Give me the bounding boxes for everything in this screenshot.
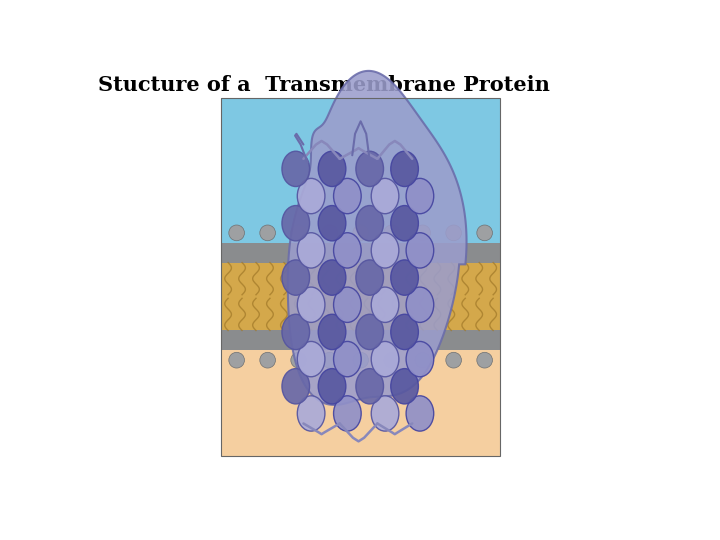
Ellipse shape — [356, 206, 384, 241]
Ellipse shape — [260, 225, 276, 241]
Ellipse shape — [391, 260, 418, 295]
Ellipse shape — [333, 287, 361, 322]
Ellipse shape — [356, 260, 384, 295]
Ellipse shape — [391, 314, 418, 349]
Ellipse shape — [406, 396, 433, 431]
Bar — [221, 243, 500, 262]
Ellipse shape — [372, 287, 399, 322]
Ellipse shape — [406, 287, 433, 322]
Ellipse shape — [282, 206, 310, 241]
Ellipse shape — [391, 206, 418, 241]
Ellipse shape — [415, 225, 431, 241]
Ellipse shape — [406, 341, 433, 377]
Ellipse shape — [318, 314, 346, 349]
Ellipse shape — [391, 151, 418, 186]
Ellipse shape — [384, 352, 400, 368]
Ellipse shape — [372, 341, 399, 377]
Bar — [221, 98, 500, 243]
Bar — [221, 330, 500, 350]
Ellipse shape — [282, 151, 310, 186]
Ellipse shape — [297, 178, 325, 214]
Polygon shape — [288, 71, 467, 405]
Ellipse shape — [372, 396, 399, 431]
Ellipse shape — [333, 341, 361, 377]
Ellipse shape — [282, 369, 310, 404]
Ellipse shape — [291, 352, 307, 368]
Ellipse shape — [297, 287, 325, 322]
Ellipse shape — [229, 352, 245, 368]
Ellipse shape — [406, 178, 433, 214]
Ellipse shape — [372, 233, 399, 268]
Ellipse shape — [391, 369, 418, 404]
Ellipse shape — [318, 369, 346, 404]
Ellipse shape — [291, 225, 307, 241]
Ellipse shape — [318, 151, 346, 186]
Ellipse shape — [318, 206, 346, 241]
Ellipse shape — [322, 225, 338, 241]
Ellipse shape — [297, 233, 325, 268]
Ellipse shape — [260, 352, 276, 368]
Ellipse shape — [356, 314, 384, 349]
Ellipse shape — [446, 225, 462, 241]
Ellipse shape — [353, 225, 369, 241]
Ellipse shape — [406, 233, 433, 268]
Bar — [221, 262, 500, 330]
Ellipse shape — [372, 178, 399, 214]
Bar — [221, 98, 500, 456]
Ellipse shape — [353, 352, 369, 368]
Ellipse shape — [477, 352, 492, 368]
Ellipse shape — [333, 396, 361, 431]
Bar — [221, 350, 500, 456]
Ellipse shape — [477, 225, 492, 241]
Ellipse shape — [446, 352, 462, 368]
Text: Stucture of a  Transmembrane Protein: Stucture of a Transmembrane Protein — [99, 75, 550, 95]
Ellipse shape — [297, 341, 325, 377]
Ellipse shape — [356, 151, 384, 186]
Ellipse shape — [282, 260, 310, 295]
Ellipse shape — [356, 369, 384, 404]
Ellipse shape — [384, 225, 400, 241]
Ellipse shape — [322, 352, 338, 368]
Ellipse shape — [318, 260, 346, 295]
Ellipse shape — [333, 233, 361, 268]
Ellipse shape — [297, 396, 325, 431]
Ellipse shape — [282, 314, 310, 349]
Ellipse shape — [333, 178, 361, 214]
Ellipse shape — [415, 352, 431, 368]
Ellipse shape — [229, 225, 245, 241]
